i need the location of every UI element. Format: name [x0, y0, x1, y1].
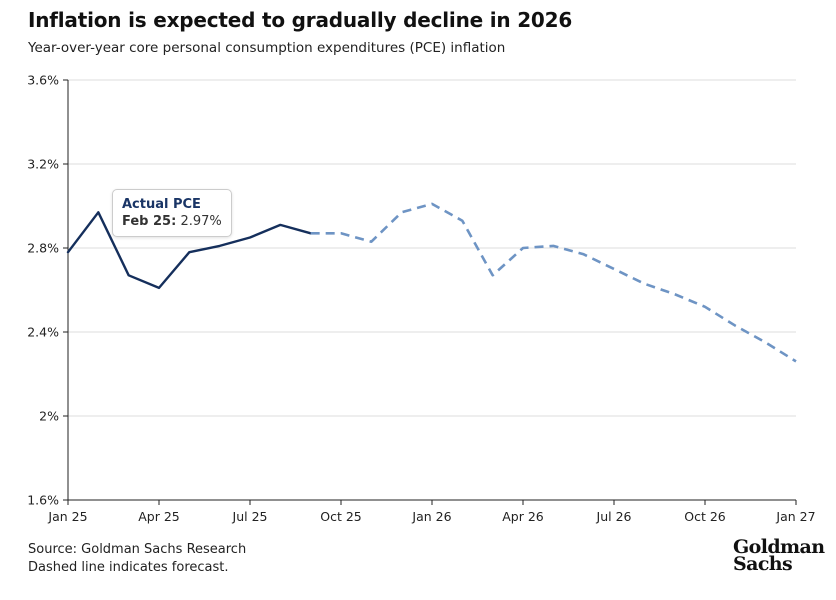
series-lines	[66, 202, 797, 363]
x-tick-label: Jul 26	[596, 509, 632, 524]
y-tick-label: 3.2%	[27, 157, 59, 172]
y-tick-label: 2%	[39, 409, 59, 424]
x-tick-label: Oct 25	[320, 509, 362, 524]
tick-labels: 1.6% 2% 2.4% 2.8% 3.2% 3.6% Jan 25 Apr 25 Jul 25…	[27, 73, 815, 525]
logo-line-2: Sachs	[733, 553, 793, 575]
source-note: Source: Goldman Sachs Research Dashed li…	[28, 541, 246, 577]
grid-lines	[68, 79, 796, 417]
y-tick-label: 2.4%	[27, 325, 59, 340]
x-tick-label: Oct 26	[684, 509, 726, 524]
source-line: Source: Goldman Sachs Research	[28, 542, 247, 557]
y-tick-label: 1.6%	[27, 493, 59, 508]
goldman-sachs-logo: Goldman Sachs	[733, 536, 825, 575]
forecast-note: Dashed line indicates forecast.	[28, 560, 229, 575]
y-tick-label: 3.6%	[27, 73, 59, 88]
y-tick-label: 2.8%	[27, 241, 59, 256]
x-tick-label: Jan 26	[411, 509, 451, 524]
tooltip-label: Feb 25:	[122, 214, 177, 229]
axes	[63, 79, 797, 505]
tooltip-value: 2.97%	[180, 214, 222, 229]
x-tick-label: Jan 25	[47, 509, 87, 524]
forecast-pce-line	[310, 202, 797, 363]
x-tick-label: Apr 26	[502, 509, 544, 524]
tooltip-actual-pce: Actual PCE Feb 25: 2.97%	[112, 189, 232, 237]
chart-subtitle: Year-over-year core personal consumption…	[28, 40, 506, 56]
actual-pce-line	[66, 211, 312, 290]
chart-title: Inflation is expected to gradually decli…	[28, 8, 573, 32]
x-tick-label: Apr 25	[138, 509, 180, 524]
x-tick-label: Jul 25	[232, 509, 268, 524]
x-tick-label: Jan 27	[775, 509, 815, 524]
tooltip-title: Actual PCE	[122, 197, 201, 212]
logo-line-1: Goldman	[733, 536, 825, 558]
